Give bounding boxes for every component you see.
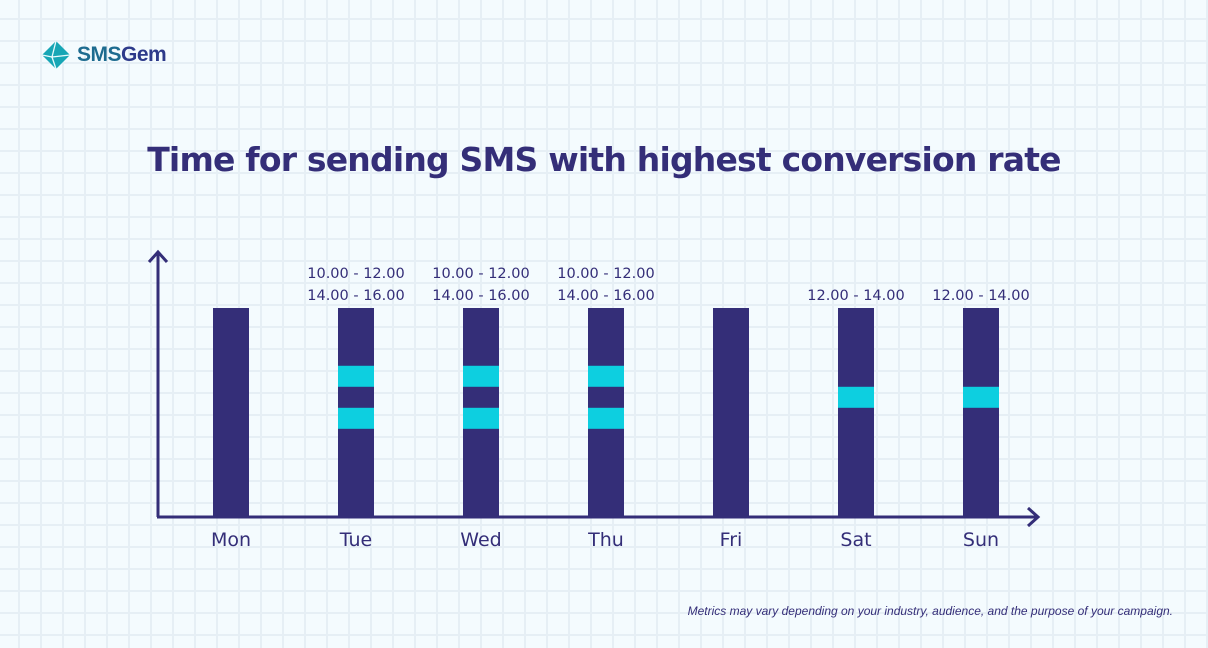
highlight-slot-tue-1 [338,407,374,429]
time-label: 10.00 - 12.00 [557,266,654,282]
time-label: 10.00 - 12.00 [307,266,404,282]
x-tick-label-fri: Fri [720,529,743,551]
time-label: 14.00 - 16.00 [307,288,404,304]
axes [147,249,1041,528]
highlight-slot-thu-1 [588,407,624,429]
y-axis-arrow-icon [147,249,169,264]
x-tick-label-wed: Wed [460,529,501,551]
highlight-slot-tue-0 [338,365,374,387]
logo: SMSGem [41,40,167,70]
logo-text: SMSGem [77,43,167,66]
highlight-slot-sat-0 [838,386,874,408]
time-label: 14.00 - 16.00 [432,288,529,304]
highlight-slot-wed-1 [463,407,499,429]
highlight-slot-thu-0 [588,365,624,387]
bar-sun [963,308,999,516]
x-tick-label-tue: Tue [339,529,372,551]
chart-title: Time for sending SMS with highest conver… [147,140,1061,179]
gem-logo-icon [41,40,71,70]
x-axis-arrow-icon [1026,506,1041,528]
time-label: 12.00 - 14.00 [807,288,904,304]
bar-mon [213,308,249,516]
x-tick-label-mon: Mon [211,529,251,551]
footnote: Metrics may vary depending on your indus… [687,604,1173,618]
bar-sat [838,308,874,516]
bar-fri [713,308,749,516]
x-tick-label-sat: Sat [840,529,871,551]
time-label: 12.00 - 14.00 [932,288,1029,304]
highlight-slot-wed-0 [463,365,499,387]
time-label: 10.00 - 12.00 [432,266,529,282]
x-tick-label-thu: Thu [587,529,624,551]
time-label: 14.00 - 16.00 [557,288,654,304]
x-tick-label-sun: Sun [963,529,999,551]
highlight-slot-sun-0 [963,386,999,408]
